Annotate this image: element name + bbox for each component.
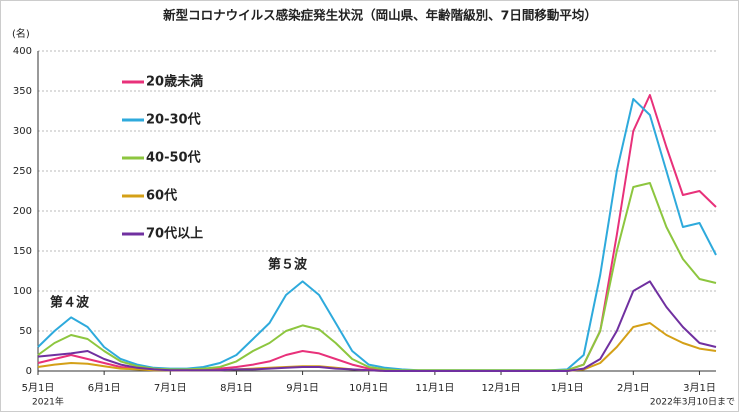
y-tick-label: 350	[13, 86, 32, 97]
y-tick-label: 250	[13, 166, 32, 177]
x-tick-label: 8月1日	[220, 382, 253, 394]
x-tick-label: 11月1日	[415, 382, 454, 394]
x-tick-label: 2月1日	[617, 382, 650, 394]
legend-label: 40-50代	[146, 150, 201, 166]
x-tick-label: 6月1日	[88, 382, 121, 394]
y-axis-label: (名)	[12, 27, 30, 40]
year-label: 2021年	[32, 396, 64, 408]
x-tick-label: 10月1日	[349, 382, 388, 394]
legend-label: 20歳未満	[146, 74, 203, 90]
legend-label: 70代以上	[146, 226, 203, 242]
y-tick-label: 400	[13, 46, 32, 57]
y-tick-label: 0	[26, 366, 32, 377]
note: 2022年3月10日まで	[650, 396, 735, 408]
annotation: 第４波	[50, 295, 90, 311]
y-tick-label: 100	[13, 286, 32, 297]
x-tick-label: 3月1日	[683, 382, 716, 394]
legend-label: 20-30代	[146, 112, 201, 128]
y-tick-label: 50	[19, 326, 32, 337]
legend-label: 60代	[146, 188, 177, 204]
y-tick-label: 300	[13, 126, 32, 137]
x-tick-label: 5月1日	[22, 382, 55, 394]
y-tick-label: 150	[13, 246, 32, 257]
annotation: 第５波	[268, 257, 308, 273]
x-tick-label: 7月1日	[154, 382, 187, 394]
x-tick-label: 1月1日	[551, 382, 584, 394]
x-tick-label: 12月1日	[481, 382, 520, 394]
series-line	[37, 280, 717, 372]
y-tick-label: 200	[13, 206, 32, 217]
chart-title: 新型コロナウイルス感染症発生状況（岡山県、年齢階級別、7日間移動平均）	[163, 8, 597, 23]
x-tick-label: 9月1日	[286, 382, 319, 394]
